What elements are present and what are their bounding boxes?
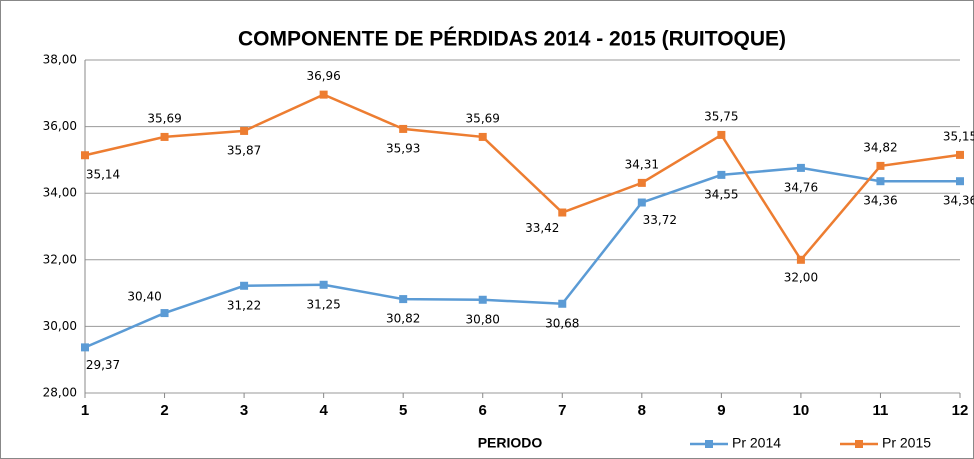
y-tick-label: 38,00 xyxy=(43,53,77,67)
x-axis-label: PERIODO xyxy=(478,435,543,451)
data-label: 30,40 xyxy=(127,290,161,304)
point-marker xyxy=(81,151,89,160)
x-tick-label: 6 xyxy=(479,402,487,419)
data-label: 33,42 xyxy=(525,221,559,235)
data-label: 35,69 xyxy=(466,111,500,125)
data-label: 34,82 xyxy=(863,140,897,154)
data-label: 36,96 xyxy=(306,69,340,83)
x-tick-label: 4 xyxy=(319,402,328,419)
data-label: 30,82 xyxy=(386,312,420,326)
data-label: 31,22 xyxy=(227,298,261,312)
point-marker xyxy=(319,280,328,289)
data-label: 30,68 xyxy=(545,316,579,330)
point-marker xyxy=(81,343,89,352)
data-label: 31,25 xyxy=(306,297,340,311)
point-marker xyxy=(637,198,646,207)
point-marker xyxy=(319,90,328,99)
point-marker xyxy=(558,299,567,308)
point-marker xyxy=(399,124,408,133)
x-tick-label: 12 xyxy=(952,402,969,419)
point-marker xyxy=(637,178,646,187)
data-label: 34,76 xyxy=(784,180,818,194)
x-tick-label: 10 xyxy=(793,402,810,419)
point-marker xyxy=(399,295,408,304)
data-label: 32,00 xyxy=(784,270,818,284)
x-tick-label: 7 xyxy=(558,402,566,419)
point-marker xyxy=(240,126,249,135)
x-tick-label: 11 xyxy=(873,402,889,419)
x-tick-label: 3 xyxy=(240,402,248,419)
legend-label: Pr 2014 xyxy=(732,435,781,451)
y-tick-label: 28,00 xyxy=(43,386,77,400)
data-label: 35,15 xyxy=(943,129,974,143)
data-label: 35,14 xyxy=(86,168,120,182)
point-marker xyxy=(796,255,805,264)
point-marker xyxy=(558,208,567,217)
data-label: 35,93 xyxy=(386,141,420,155)
chart-title: COMPONENTE DE PÉRDIDAS 2014 - 2015 (RUIT… xyxy=(238,28,786,51)
point-marker xyxy=(876,161,885,170)
legend-label: Pr 2015 xyxy=(882,435,931,451)
point-marker xyxy=(876,177,885,186)
point-marker xyxy=(240,281,249,290)
legend-marker xyxy=(855,440,863,448)
data-label: 35,75 xyxy=(704,109,738,123)
series-line xyxy=(84,166,960,349)
y-tick-label: 32,00 xyxy=(43,252,77,266)
x-tick-label: 1 xyxy=(81,402,89,419)
point-marker xyxy=(956,177,964,186)
point-marker xyxy=(160,309,169,318)
point-marker xyxy=(717,130,726,139)
data-label: 34,55 xyxy=(704,187,738,201)
y-tick-label: 36,00 xyxy=(43,119,77,133)
point-marker xyxy=(956,150,964,159)
data-label: 34,36 xyxy=(863,194,897,208)
x-tick-label: 9 xyxy=(717,402,725,419)
point-marker xyxy=(717,170,726,179)
data-label: 29,37 xyxy=(86,358,120,372)
y-tick-label: 34,00 xyxy=(43,186,77,200)
data-label: 35,87 xyxy=(227,143,261,157)
legend-marker xyxy=(705,440,713,448)
data-label: 35,69 xyxy=(147,111,181,125)
data-label: 33,72 xyxy=(643,213,677,227)
y-tick-label: 30,00 xyxy=(43,319,77,333)
data-label: 34,31 xyxy=(625,157,659,171)
point-marker xyxy=(478,132,487,141)
point-marker xyxy=(160,132,169,141)
series-line xyxy=(84,93,961,262)
data-label: 34,36 xyxy=(943,194,974,208)
x-tick-label: 8 xyxy=(638,402,646,419)
point-marker xyxy=(478,295,487,304)
x-tick-label: 5 xyxy=(399,402,407,419)
point-marker xyxy=(796,163,805,172)
data-label: 30,80 xyxy=(466,312,500,326)
x-tick-label: 2 xyxy=(160,402,168,419)
